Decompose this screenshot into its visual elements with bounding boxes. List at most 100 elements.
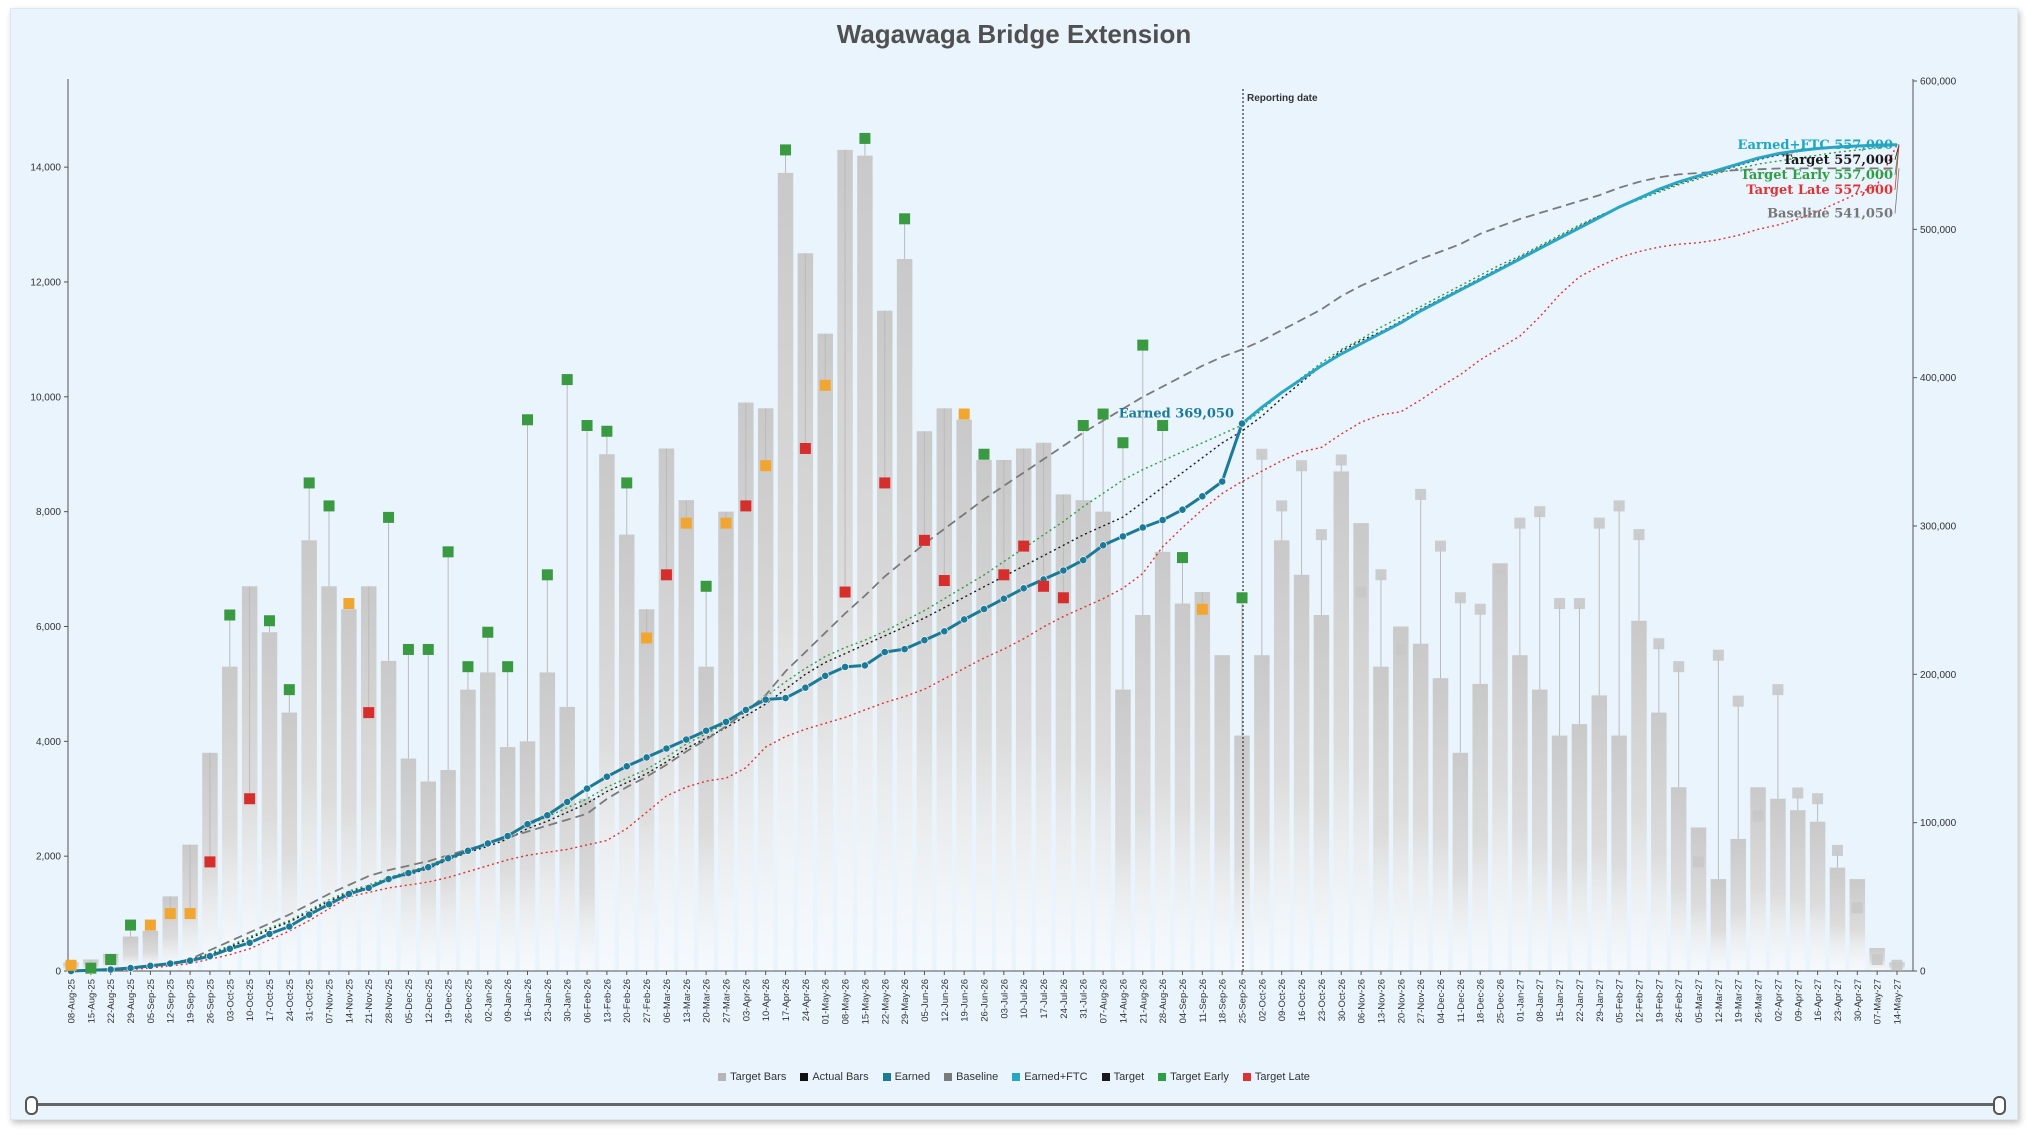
marker-green — [502, 661, 514, 673]
target-bar — [718, 511, 734, 971]
y-left-tick-label: 6,000 — [36, 622, 61, 633]
legend-swatch — [944, 1073, 953, 1081]
end-label: Target Early 557,000 — [1740, 168, 1893, 183]
target-bar — [122, 936, 139, 971]
range-end-handle[interactable] — [1993, 1096, 2006, 1115]
x-tick-label: 29-Jan-27 — [1595, 979, 1606, 1022]
target-bar — [1214, 655, 1230, 971]
x-tick-label: 26-Dec-25 — [463, 979, 474, 1023]
x-tick-label: 02-Jan-26 — [483, 979, 494, 1022]
target-bar — [1631, 620, 1647, 971]
target-bar — [1670, 787, 1687, 971]
legend-item[interactable]: Target — [1101, 1071, 1144, 1083]
earned-point — [344, 889, 353, 898]
target-bar — [440, 770, 456, 971]
x-tick-label: 04-Dec-26 — [1436, 979, 1447, 1023]
target-bar — [1353, 523, 1369, 971]
x-tick-label: 19-Jun-26 — [960, 979, 971, 1022]
earned-point — [1059, 566, 1068, 575]
x-tick-label: 31-Oct-25 — [305, 979, 316, 1021]
target-bar — [1452, 752, 1469, 971]
marker-green — [1117, 437, 1129, 449]
earned-point — [821, 671, 830, 680]
target-bar — [1154, 551, 1171, 971]
x-tick-label: 06-Mar-26 — [662, 979, 673, 1023]
legend-item[interactable]: Target Early — [1158, 1071, 1229, 1083]
x-tick-label: 07-Aug-26 — [1099, 979, 1110, 1023]
target-bar — [1432, 678, 1449, 971]
x-tick-label: 05-Jun-26 — [920, 979, 931, 1022]
x-tick-label: 16-Jan-26 — [523, 979, 534, 1022]
target-bar — [1571, 724, 1588, 971]
chart-title: Wagawaga Bridge Extension — [836, 19, 1192, 49]
x-tick-label: 22-Jan-27 — [1575, 979, 1586, 1022]
x-tick-label: 17-Jul-26 — [1039, 979, 1050, 1019]
legend-item[interactable]: Earned — [882, 1071, 930, 1083]
x-tick-label: 30-Oct-26 — [1337, 979, 1348, 1021]
x-tick-label: 13-Feb-26 — [602, 979, 613, 1023]
target-bar — [519, 741, 536, 971]
marker-grey — [1732, 695, 1744, 707]
marker-grey — [1315, 529, 1327, 541]
marker-grey — [1593, 517, 1605, 529]
earned-point — [702, 726, 711, 735]
x-tick-label: 12-Jun-26 — [940, 979, 951, 1022]
x-tick-label: 30-Jan-26 — [563, 979, 574, 1022]
legend-item[interactable]: Target Bars — [718, 1071, 786, 1083]
earned-point — [861, 661, 869, 670]
marker-green — [283, 684, 295, 696]
x-tick-label: 27-Nov-26 — [1416, 979, 1427, 1023]
target-bar — [360, 586, 377, 971]
target-bar — [1135, 615, 1151, 971]
range-scrollbar[interactable] — [31, 1103, 2005, 1106]
legend-item[interactable]: Baseline — [944, 1071, 998, 1083]
legend-swatch — [1101, 1073, 1110, 1081]
target-bar — [1531, 689, 1548, 971]
x-tick-label: 09-Oct-26 — [1277, 979, 1288, 1021]
legend-label: Target Early — [1170, 1071, 1229, 1083]
legend-item[interactable]: Target Late — [1242, 1071, 1310, 1083]
x-tick-label: 14-May-27 — [1893, 979, 1904, 1024]
earned-point — [761, 695, 770, 704]
target-bar — [877, 310, 893, 971]
x-tick-label: 21-Aug-26 — [1138, 979, 1149, 1023]
marker-green — [621, 477, 633, 489]
target-bar — [1472, 683, 1488, 971]
earned-point — [543, 811, 552, 820]
earned-point — [364, 884, 373, 892]
x-tick-label: 21-Nov-25 — [364, 979, 375, 1023]
marker-red — [839, 586, 851, 598]
x-tick-label: 09-Jan-26 — [503, 979, 514, 1022]
x-tick-label: 24-Apr-26 — [801, 979, 812, 1021]
legend-item[interactable]: Actual Bars — [800, 1071, 869, 1083]
earned-point — [166, 959, 175, 968]
end-label: Baseline 541,050 — [1767, 206, 1893, 221]
marker-grey — [1812, 793, 1824, 805]
legend-item[interactable]: Earned+FTC — [1012, 1071, 1088, 1083]
range-start-handle[interactable] — [25, 1096, 38, 1115]
legend-swatch — [1158, 1073, 1167, 1081]
marker-green — [323, 500, 335, 512]
earned-point — [602, 772, 611, 781]
target-bar — [400, 758, 417, 971]
target-bar — [857, 155, 873, 972]
x-tick-label: 30-Apr-27 — [1853, 979, 1864, 1021]
marker-grey — [1454, 592, 1466, 604]
y-left-tick-label: 2,000 — [36, 852, 61, 863]
x-tick-label: 19-Sep-25 — [186, 979, 197, 1023]
x-tick-label: 19-Mar-27 — [1734, 979, 1745, 1023]
x-tick-label: 15-May-26 — [860, 979, 871, 1024]
marker-grey — [1653, 638, 1665, 650]
target-bar — [1313, 615, 1330, 971]
marker-grey — [1415, 488, 1427, 500]
legend-label: Earned+FTC — [1024, 1071, 1088, 1083]
x-tick-label: 20-Mar-26 — [702, 979, 713, 1023]
target-bar — [261, 632, 278, 971]
x-tick-label: 12-Mar-27 — [1714, 979, 1725, 1023]
marker-orange — [958, 408, 970, 420]
target-bar — [1730, 838, 1746, 971]
target-bar — [1710, 879, 1727, 971]
earned-point — [980, 605, 988, 613]
marker-grey — [1435, 540, 1446, 552]
earned-point — [940, 627, 949, 636]
